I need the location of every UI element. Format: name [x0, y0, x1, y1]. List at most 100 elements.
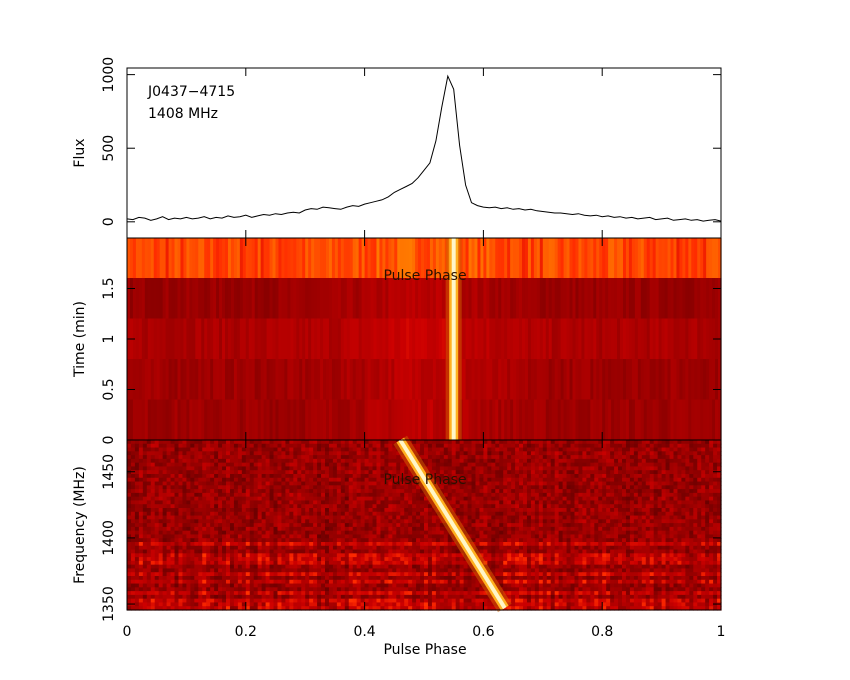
- heatmap-cell: [412, 477, 417, 483]
- heatmap-cell: [634, 278, 639, 319]
- heatmap-cell: [691, 278, 695, 319]
- heatmap-cell: [641, 489, 647, 494]
- heatmap-cell: [538, 470, 544, 475]
- heatmap-cell: [241, 496, 247, 502]
- heatmap-cell: [261, 462, 267, 468]
- heatmap-cell: [281, 466, 286, 471]
- heatmap-cell: [653, 470, 659, 475]
- heatmap-cell: [348, 489, 354, 494]
- heatmap-cell: [546, 443, 552, 449]
- heatmap-cell: [681, 443, 686, 449]
- heatmap-cell: [269, 489, 275, 494]
- heatmap-cell: [526, 526, 532, 532]
- heatmap-cell: [210, 318, 214, 359]
- heatmap-cell: [637, 523, 643, 528]
- heatmap-cell: [190, 534, 195, 539]
- heatmap-cell: [348, 511, 354, 517]
- heatmap-cell: [380, 515, 385, 520]
- heatmap-cell: [392, 447, 397, 452]
- heatmap-cell: [313, 508, 318, 513]
- heatmap-cell: [384, 504, 389, 509]
- heatmap-cell: [665, 470, 671, 475]
- heatmap-cell: [138, 470, 144, 475]
- heatmap-cell: [346, 238, 351, 278]
- heatmap-cell: [364, 359, 369, 400]
- heatmap-cell: [379, 278, 384, 319]
- heatmap-cell: [198, 489, 203, 494]
- heatmap-cell: [689, 523, 694, 528]
- heatmap-cell: [328, 534, 334, 539]
- heatmap-cell: [673, 523, 679, 528]
- heatmap-cell: [495, 474, 500, 479]
- heatmap-cell: [257, 359, 262, 400]
- heatmap-cell: [546, 474, 552, 479]
- heatmap-cell: [372, 534, 378, 539]
- heatmap-cell: [317, 511, 322, 517]
- heatmap-cell: [487, 485, 492, 490]
- heatmap-cell: [356, 477, 362, 483]
- heatmap-cell: [195, 278, 199, 319]
- heatmap-cell: [202, 538, 207, 543]
- heatmap-cell: [305, 500, 310, 505]
- heatmap-cell: [190, 511, 195, 517]
- heatmap-cell: [382, 318, 386, 359]
- heatmap-cell: [574, 515, 580, 520]
- heatmap-cell: [424, 359, 428, 400]
- heatmap-cell: [325, 474, 330, 479]
- heatmap-cell: [376, 443, 382, 449]
- heatmap-cell: [356, 511, 362, 517]
- heatmap-cell: [392, 500, 397, 505]
- heatmap-cell: [309, 500, 314, 505]
- heatmap-cell: [606, 530, 611, 536]
- heatmap-cell: [462, 318, 467, 359]
- heatmap-cell: [598, 504, 603, 509]
- heatmap-cell: [499, 526, 504, 532]
- heatmap-cell: [507, 440, 512, 445]
- heatmap-cell: [368, 474, 374, 479]
- heatmap-cell: [376, 455, 382, 460]
- heatmap-cell: [309, 515, 314, 520]
- heatmap-cell: [368, 492, 374, 498]
- heatmap-cell: [229, 496, 235, 502]
- heatmap-cell: [261, 526, 267, 532]
- heatmap-cell: [526, 519, 532, 524]
- heatmap-cell: [229, 492, 235, 498]
- heatmap-cell: [618, 466, 623, 471]
- heatmap-cell: [127, 481, 132, 486]
- heatmap-cell: [625, 504, 631, 509]
- heatmap-cell: [150, 492, 156, 498]
- heatmap-cell: [325, 458, 330, 464]
- heatmap-cell: [135, 278, 140, 319]
- heatmap-cell: [233, 492, 239, 498]
- heatmap-cell: [285, 489, 290, 494]
- heatmap-cell: [641, 508, 647, 513]
- heatmap-cell: [463, 508, 469, 513]
- heatmap-cell: [170, 451, 176, 456]
- heatmap-cell: [194, 455, 199, 460]
- heatmap-cell: [578, 526, 583, 532]
- heatmap-cell: [207, 318, 211, 359]
- heatmap-cell: [483, 318, 487, 359]
- heatmap-cell: [130, 515, 136, 520]
- heatmap-cell: [142, 526, 148, 532]
- heatmap-cell: [499, 500, 504, 505]
- heatmap-cell: [665, 492, 671, 498]
- heatmap-cell: [534, 508, 540, 513]
- heatmap-cell: [566, 511, 572, 517]
- heatmap-cell: [507, 504, 512, 509]
- heatmap-cell: [562, 458, 568, 464]
- heatmap-cell: [170, 526, 176, 532]
- heatmap-cell: [610, 511, 615, 517]
- heatmap-cell: [610, 489, 615, 494]
- heatmap-cell: [146, 492, 152, 498]
- heatmap-cell: [166, 504, 172, 509]
- heatmap-cell: [688, 399, 692, 440]
- heatmap-cell: [418, 359, 422, 400]
- heatmap-cell: [134, 534, 140, 539]
- heatmap-cell: [685, 451, 690, 456]
- heatmap-cell: [397, 318, 401, 359]
- heatmap-cell: [218, 470, 223, 475]
- heatmap-cell: [586, 485, 591, 490]
- heatmap-cell: [328, 477, 334, 483]
- heatmap-cell: [344, 523, 350, 528]
